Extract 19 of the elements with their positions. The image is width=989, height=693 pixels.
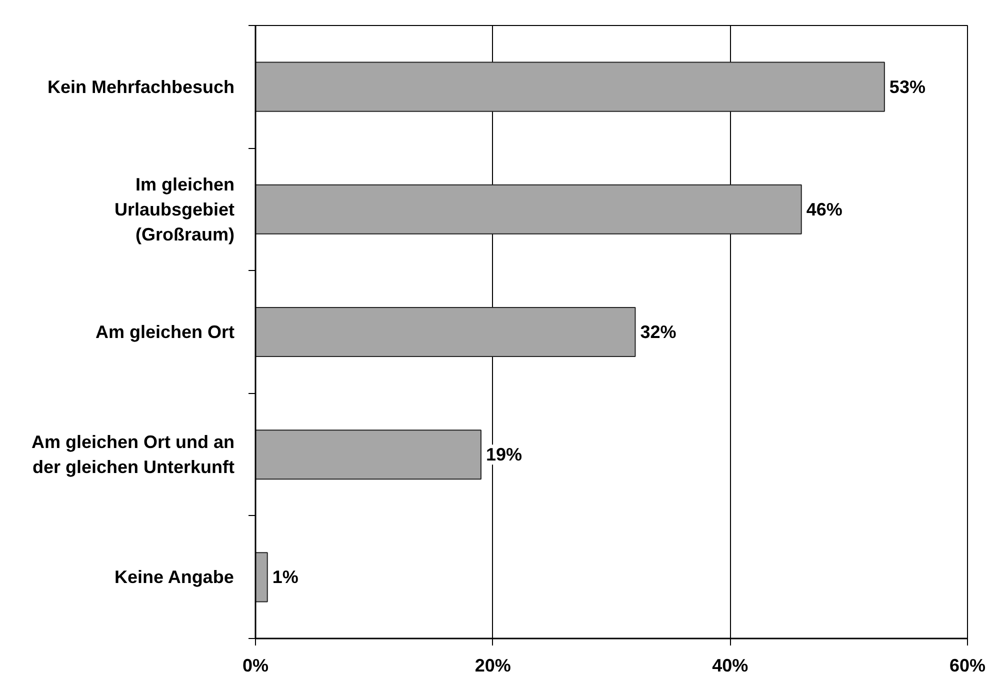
- y-tick-label: Keine Angabe: [114, 567, 234, 588]
- data-label: 53%: [889, 76, 926, 97]
- x-tick-label: 20%: [474, 656, 511, 676]
- bar: [256, 62, 885, 112]
- y-tick-label: Im gleichen Urlaubsgebiet (Großraum): [114, 174, 235, 244]
- bar: [256, 184, 802, 234]
- y-tick-label: Am gleichen Ort und an der gleichen Unterkunft: [31, 432, 235, 478]
- y-tick-label: Am gleichen Ort: [95, 322, 235, 342]
- y-tick-label: Kein Mehrfachbesuch: [47, 76, 235, 97]
- bar: [256, 430, 482, 480]
- data-label: 32%: [640, 322, 676, 342]
- x-tick-label: 60%: [949, 656, 986, 676]
- bar: [256, 552, 268, 602]
- bar: [256, 306, 636, 358]
- data-label: 19%: [486, 444, 522, 465]
- data-label: 46%: [806, 199, 842, 220]
- x-tick-label: 40%: [712, 656, 748, 676]
- data-label: 1%: [272, 567, 298, 588]
- x-tick-label: 0%: [242, 656, 269, 676]
